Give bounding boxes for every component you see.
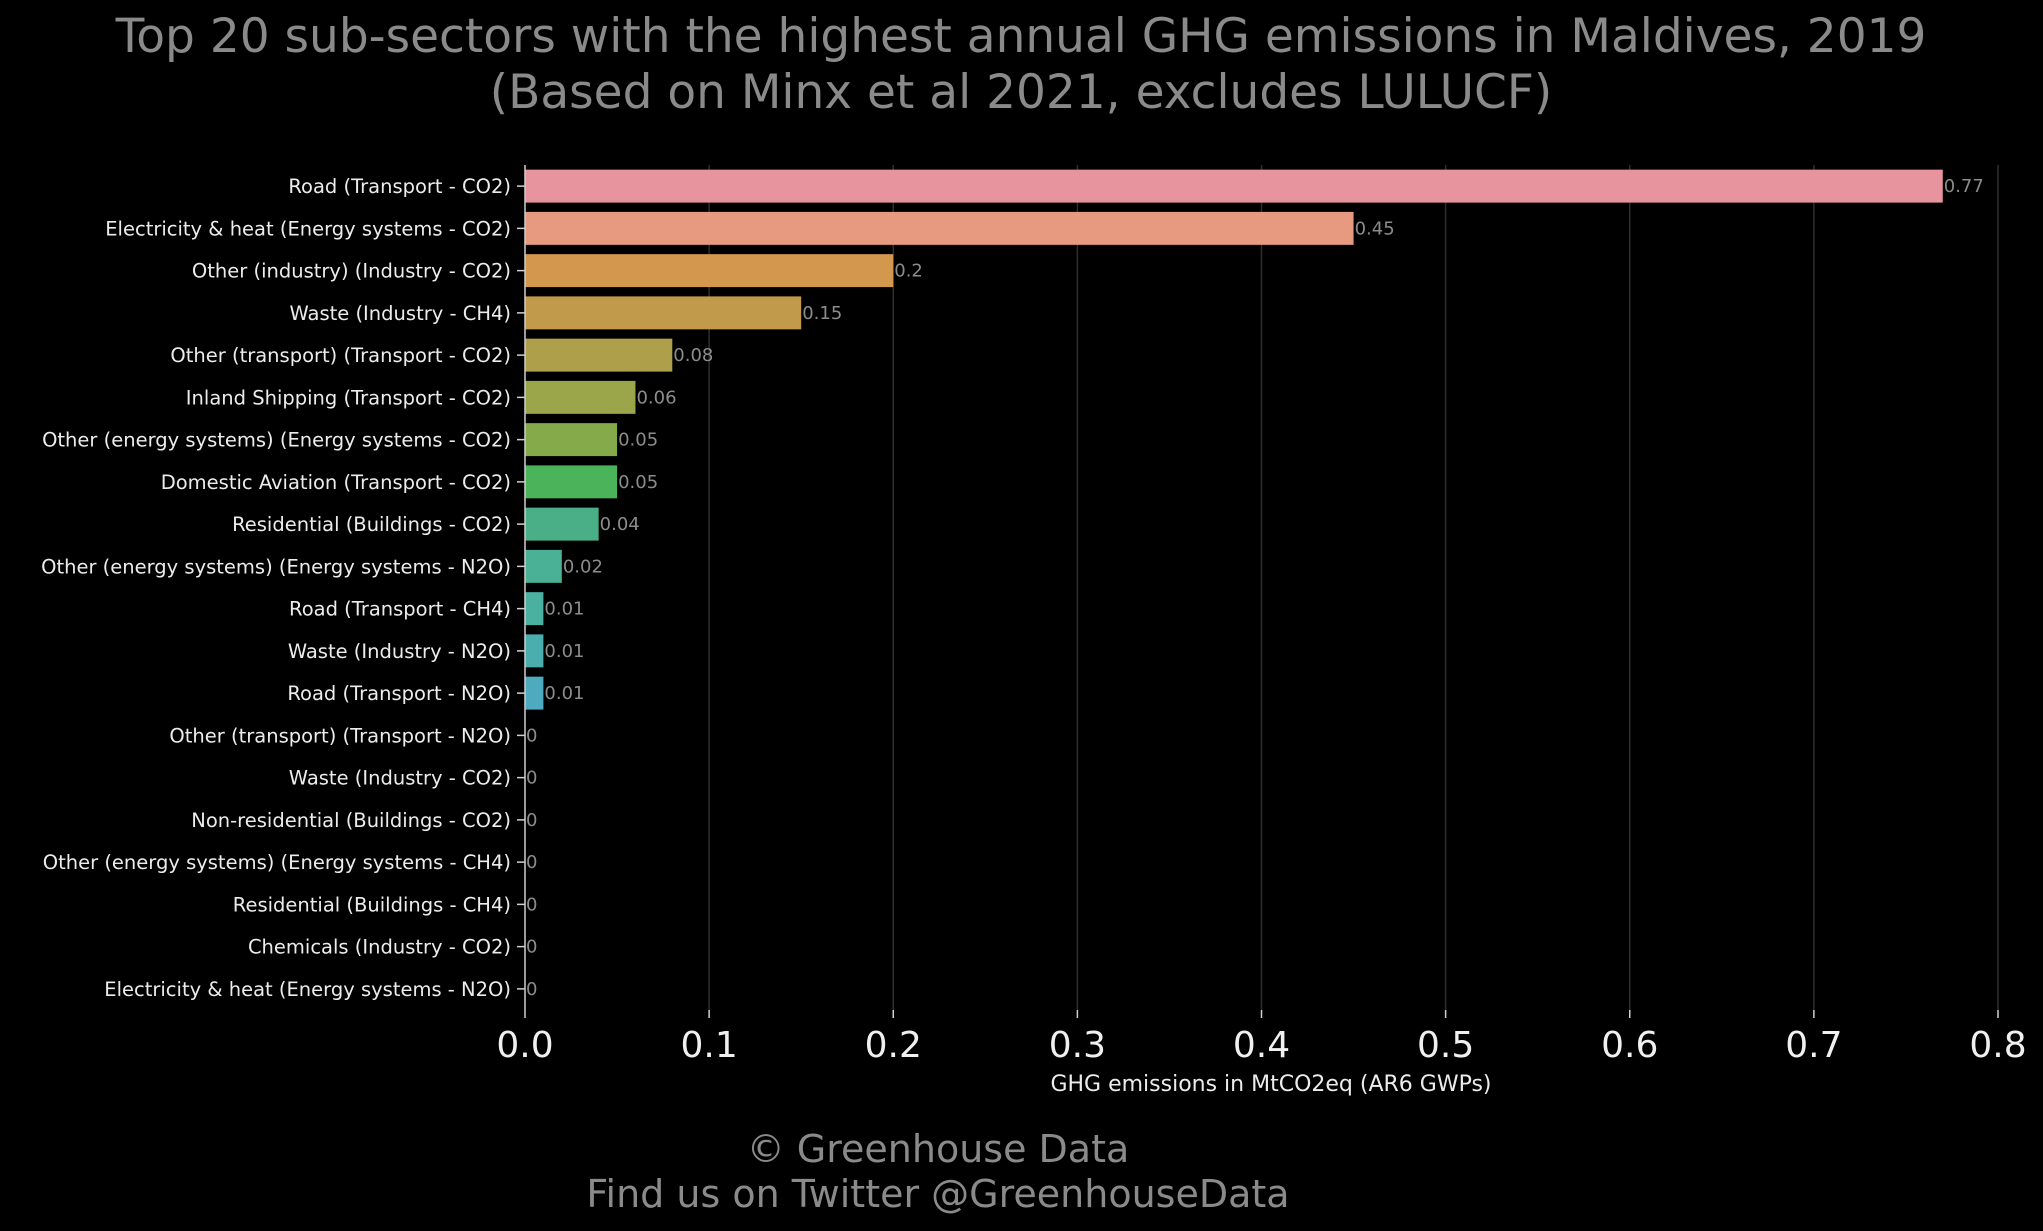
data-label: 0.02 [563, 556, 603, 577]
data-label: 0 [526, 852, 537, 873]
value-labels: 0.77 0.45 0.2 0.15 0.08 0.06 0.05 0.05 0.04 0.02 0… [526, 176, 1984, 1000]
category-label: Residential (Buildings - CO2) [232, 513, 511, 536]
data-label: 0.05 [618, 472, 658, 493]
category-label: Other (energy systems) (Energy systems -… [41, 555, 511, 578]
data-label: 0 [526, 894, 537, 915]
bar [525, 549, 562, 583]
category-label: Domestic Aviation (Transport - CO2) [161, 471, 511, 494]
data-label: 0 [526, 725, 537, 746]
chart-title: Top 20 sub-sectors with the highest annu… [115, 9, 1927, 64]
footer-twitter: Find us on Twitter @GreenhouseData [586, 1172, 1289, 1216]
bars [525, 169, 1943, 710]
category-label: Waste (Industry - CO2) [289, 767, 511, 790]
x-tick-label: 0.3 [1049, 1025, 1106, 1066]
x-tick-label: 0.4 [1233, 1025, 1290, 1066]
x-tick-label: 0.2 [865, 1025, 922, 1066]
x-tick-label: 0.1 [680, 1025, 737, 1066]
x-tick-label: 0.6 [1601, 1025, 1658, 1066]
data-label: 0.15 [802, 303, 842, 324]
category-label: Other (energy systems) (Energy systems -… [42, 429, 511, 452]
bar [525, 380, 636, 414]
data-label: 0.2 [894, 261, 923, 282]
grid-lines [708, 165, 1999, 1010]
x-tick-label: 0.8 [1969, 1025, 2026, 1066]
data-label: 0 [526, 979, 537, 1000]
bar [525, 676, 544, 710]
chart-subtitle: (Based on Minx et al 2021, excludes LULU… [490, 65, 1552, 120]
bar [525, 296, 802, 330]
footer-copyright: © Greenhouse Data [747, 1127, 1130, 1171]
category-label: Waste (Industry - N2O) [288, 640, 511, 663]
x-axis-label: GHG emissions in MtCO2eq (AR6 GWPs) [1050, 1072, 1491, 1097]
bar [525, 423, 618, 457]
bar [525, 592, 544, 626]
category-label: Inland Shipping (Transport - CO2) [186, 386, 511, 409]
y-axis: Road (Transport - CO2) Electricity & heat… [41, 165, 526, 1010]
data-label: 0.05 [618, 430, 658, 451]
data-label: 0.04 [600, 514, 640, 535]
bar [525, 465, 618, 499]
category-label: Other (industry) (Industry - CO2) [192, 260, 511, 283]
bar [525, 634, 544, 668]
data-label: 0.77 [1944, 176, 1984, 197]
data-label: 0.01 [544, 683, 584, 704]
category-label: Other (transport) (Transport - CO2) [170, 344, 511, 367]
data-label: 0.08 [673, 345, 713, 366]
category-label: Road (Transport - CO2) [288, 175, 511, 198]
data-label: 0.45 [1355, 218, 1395, 239]
category-label: Road (Transport - CH4) [289, 598, 511, 621]
category-label: Chemicals (Industry - CO2) [248, 936, 511, 959]
bar [525, 169, 1943, 203]
data-label: 0.01 [544, 599, 584, 620]
category-label: Road (Transport - N2O) [287, 682, 511, 705]
bar [525, 338, 673, 372]
data-label: 0 [526, 768, 537, 789]
bar [525, 211, 1354, 245]
category-label: Residential (Buildings - CH4) [233, 893, 511, 916]
bar [525, 507, 599, 541]
data-label: 0 [526, 810, 537, 831]
category-label: Waste (Industry - CH4) [289, 302, 511, 325]
bar [525, 254, 894, 288]
data-label: 0.01 [544, 641, 584, 662]
data-label: 0 [526, 937, 537, 958]
category-label: Other (energy systems) (Energy systems -… [43, 851, 511, 874]
category-label: Non-residential (Buildings - CO2) [191, 809, 511, 832]
category-label: Other (transport) (Transport - N2O) [169, 724, 511, 747]
category-label: Electricity & heat (Energy systems - N2O… [104, 978, 511, 1001]
x-axis: 0.0 0.1 0.2 0.3 0.4 0.5 0.6 0.7 0.8 [496, 1010, 2027, 1066]
data-label: 0.06 [636, 387, 676, 408]
x-tick-label: 0.7 [1785, 1025, 1842, 1066]
category-label: Electricity & heat (Energy systems - CO2… [105, 217, 511, 240]
x-tick-label: 0.5 [1417, 1025, 1474, 1066]
x-tick-label: 0.0 [496, 1025, 553, 1066]
